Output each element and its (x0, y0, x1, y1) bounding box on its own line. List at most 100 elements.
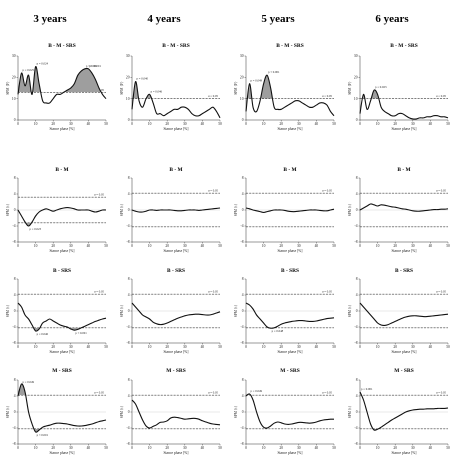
y-tick-label: -4 (355, 325, 358, 329)
y-tick-label: 4 (356, 293, 358, 297)
y-tick-label: 0 (14, 208, 16, 212)
alpha-label: α = 0.05 (322, 391, 333, 395)
y-tick-label: 4 (128, 293, 130, 297)
spm-curve (17, 207, 107, 227)
panel-title: M - SRS (394, 368, 413, 374)
y-tick-label: -8 (355, 341, 358, 345)
y-tick-label: 30 (240, 54, 244, 58)
y-tick-label: 4 (242, 192, 244, 196)
x-tick-label: 50 (446, 446, 450, 450)
y-tick-label: -8 (127, 442, 130, 446)
y-tick-label: -8 (241, 341, 244, 345)
x-tick-label: 0 (359, 446, 361, 450)
alpha-label: α = 0.05 (436, 94, 447, 98)
y-tick-label: -4 (127, 325, 130, 329)
y-axis-label: SPM {t} (120, 304, 124, 317)
x-tick-label: 10 (148, 244, 152, 248)
panel-title: B - M (169, 167, 182, 173)
spm-curve (359, 203, 449, 212)
y-tick-label: 0 (128, 410, 130, 414)
spm-curve (245, 393, 335, 429)
x-tick-label: 30 (69, 244, 73, 248)
x-tick-label: 20 (279, 345, 283, 349)
y-tick-label: -4 (241, 325, 244, 329)
x-axis-label: Stance phase [%] (164, 451, 189, 455)
y-tick-label: -4 (241, 426, 244, 430)
p-value-annotation: p = 0.023 (375, 85, 387, 89)
x-tick-label: 0 (359, 345, 361, 349)
x-axis-label: Stance phase [%] (392, 350, 417, 354)
x-tick-label: 0 (359, 122, 361, 126)
p-value-annotation: p = 0.049 (23, 380, 35, 384)
x-tick-label: 10 (34, 345, 38, 349)
suprathreshold-cluster (246, 428, 334, 429)
y-axis-label: SPM {t} (348, 304, 352, 317)
panel-title: B - M - SRS (276, 43, 304, 49)
x-tick-label: 40 (315, 122, 319, 126)
y-axis-label: SPM {t} (120, 405, 124, 418)
y-axis-label: SPM {t} (6, 405, 10, 418)
alpha-label: α = 0.05 (208, 290, 219, 294)
suprathreshold-cluster (360, 193, 448, 194)
x-tick-label: 20 (165, 345, 169, 349)
y-tick-label: 8 (242, 176, 244, 180)
suprathreshold-cluster (360, 294, 448, 295)
x-tick-label: 40 (201, 446, 205, 450)
p-value-annotation: p < 0.001 (37, 433, 49, 437)
y-tick-label: 0 (242, 118, 244, 122)
x-tick-label: 20 (51, 345, 55, 349)
y-tick-label: 4 (14, 293, 16, 297)
chart-panel: B - M 0 10 20 30 40 50 -8 -4 0 4 8 Stance phase [%] S… (234, 167, 336, 253)
y-tick-label: 30 (126, 54, 130, 58)
y-tick-label: -4 (13, 325, 16, 329)
suprathreshold-cluster (247, 75, 273, 99)
y-tick-label: 4 (242, 293, 244, 297)
x-tick-label: 50 (332, 446, 336, 450)
y-tick-label: 0 (14, 118, 16, 122)
x-tick-label: 30 (411, 446, 415, 450)
y-tick-label: 20 (126, 76, 130, 80)
suprathreshold-cluster (25, 222, 32, 226)
x-tick-label: 30 (183, 244, 187, 248)
x-tick-label: 10 (376, 345, 380, 349)
x-tick-label: 0 (245, 446, 247, 450)
spm-curve (17, 66, 107, 104)
suprathreshold-cluster (360, 327, 448, 328)
x-tick-label: 0 (17, 345, 19, 349)
p-value-annotation: p = 0.025 (23, 68, 35, 72)
alpha-label: α = 0.05 (436, 391, 447, 395)
x-tick-label: 30 (183, 446, 187, 450)
x-tick-label: 30 (411, 244, 415, 248)
x-axis-label: Stance phase [%] (278, 451, 303, 455)
x-tick-label: 10 (376, 122, 380, 126)
panel-title: B - M - SRS (48, 43, 76, 49)
p-value-annotation: p < 0.001 (75, 331, 87, 335)
y-axis-label: SPM {t} (120, 203, 124, 216)
y-tick-label: 4 (128, 394, 130, 398)
x-tick-label: 20 (279, 244, 283, 248)
x-tick-label: 20 (51, 122, 55, 126)
p-value-annotation: p = 0.001 (361, 387, 373, 391)
suprathreshold-cluster (246, 327, 334, 329)
spm-curve (17, 383, 107, 433)
column-title: 5 years (261, 13, 295, 25)
panel-title: B - SRS (281, 268, 299, 274)
y-tick-label: 4 (356, 394, 358, 398)
column-title: 6 years (375, 13, 409, 25)
p-value-annotation: p = 0.049 (251, 389, 263, 393)
suprathreshold-cluster (360, 428, 448, 431)
y-tick-label: -4 (355, 224, 358, 228)
x-tick-label: 30 (183, 345, 187, 349)
x-tick-label: 0 (17, 446, 19, 450)
spm-curve (245, 302, 335, 329)
x-tick-label: 0 (245, 122, 247, 126)
y-tick-label: 8 (356, 176, 358, 180)
x-tick-label: 30 (411, 122, 415, 126)
x-axis-label: Stance phase [%] (278, 127, 303, 131)
p-value-annotation: p < 0.001 (86, 64, 98, 68)
x-tick-label: 0 (245, 345, 247, 349)
x-tick-label: 10 (262, 122, 266, 126)
panel-title: B - M - SRS (162, 43, 190, 49)
x-tick-label: 0 (245, 244, 247, 248)
